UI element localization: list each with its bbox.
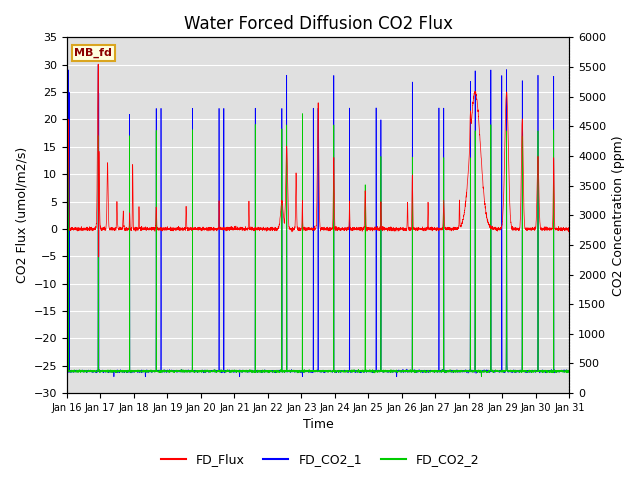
X-axis label: Time: Time — [303, 419, 333, 432]
Legend: FD_Flux, FD_CO2_1, FD_CO2_2: FD_Flux, FD_CO2_1, FD_CO2_2 — [156, 448, 484, 471]
Y-axis label: CO2 Flux (umol/m2/s): CO2 Flux (umol/m2/s) — [15, 147, 28, 283]
Title: Water Forced Diffusion CO2 Flux: Water Forced Diffusion CO2 Flux — [184, 15, 452, 33]
Y-axis label: CO2 Concentration (ppm): CO2 Concentration (ppm) — [612, 135, 625, 296]
Text: MB_fd: MB_fd — [74, 48, 112, 58]
